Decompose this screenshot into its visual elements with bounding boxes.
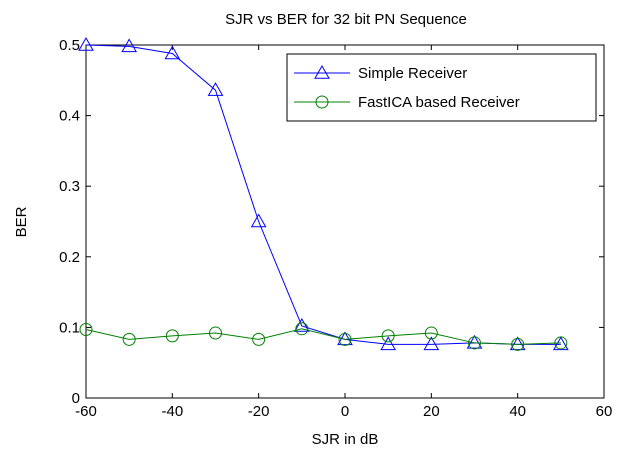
x-tick-label: 20 <box>423 403 440 420</box>
x-tick-label: 0 <box>341 403 349 420</box>
series-layer <box>78 36 569 351</box>
circle-point <box>338 332 352 346</box>
triangle-point <box>207 82 224 96</box>
y-axis-label: BER <box>13 206 30 237</box>
x-tick-label: -40 <box>161 403 183 420</box>
y-tick-label: 0.5 <box>59 37 80 54</box>
circle-point <box>554 336 568 350</box>
circle-point <box>295 322 309 336</box>
circle-point <box>511 337 525 351</box>
circle-point <box>381 329 395 343</box>
y-tick-label: 0.4 <box>59 108 80 125</box>
y-tick-label: 0.1 <box>59 319 80 336</box>
x-tick-label: 60 <box>596 403 613 420</box>
legend-circle-marker <box>315 95 329 109</box>
triangle-point <box>509 336 526 351</box>
legend-triangle-marker <box>314 64 330 79</box>
legend-label: FastICA based Receiver <box>358 94 520 111</box>
circle-point <box>468 336 481 350</box>
circle-point <box>209 326 222 340</box>
triangle-point <box>121 38 138 53</box>
legend-box <box>286 53 597 122</box>
triangle-point <box>380 336 397 351</box>
y-tick-label: 0 <box>72 390 80 407</box>
circle-point <box>79 323 93 337</box>
chart-title: SJR vs BER for 32 bit PN Sequence <box>225 11 467 28</box>
y-tick-label: 0.2 <box>59 249 80 266</box>
circle-point <box>252 332 266 346</box>
circle-point <box>165 329 179 343</box>
legend: Simple Receiver FastICA based Receiver <box>286 53 597 122</box>
series-line <box>85 328 561 345</box>
y-tick-label: 0.3 <box>59 178 80 195</box>
x-tick-label: 40 <box>509 403 526 420</box>
triangle-point <box>423 336 440 351</box>
axis-ticks: -60 -40 -20 0 20 40 60 0 0.1 0.2 0.3 0.4 0.5 <box>59 37 612 420</box>
x-tick-label: -60 <box>75 403 97 420</box>
triangle-point <box>78 36 94 51</box>
triangle-point <box>164 45 181 60</box>
legend-label: Simple Receiver <box>358 65 467 82</box>
circle-point <box>424 326 438 340</box>
triangle-point <box>293 317 310 332</box>
circle-point <box>122 332 136 346</box>
x-tick-label: -20 <box>248 403 270 420</box>
x-axis-label: SJR in dB <box>312 431 379 448</box>
triangle-point <box>250 213 267 228</box>
series-2 <box>79 322 568 351</box>
